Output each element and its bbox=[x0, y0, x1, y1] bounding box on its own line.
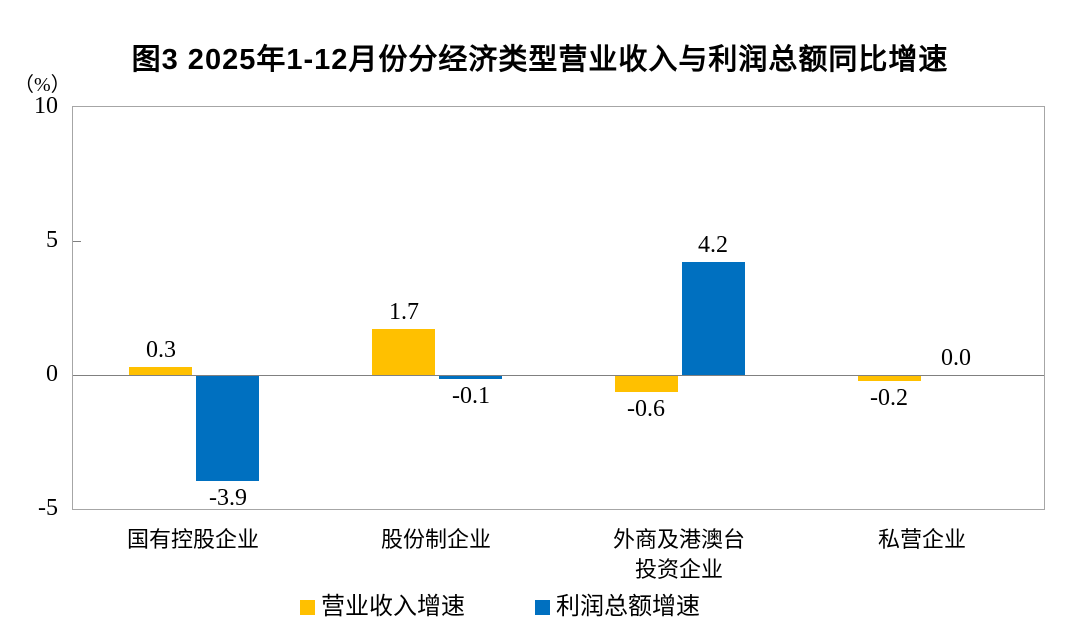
legend-swatch-icon bbox=[300, 599, 315, 615]
bar-profit bbox=[196, 376, 259, 481]
value-label: -0.6 bbox=[627, 396, 665, 422]
bar-profit bbox=[682, 262, 745, 375]
legend-label: 营业收入增速 bbox=[321, 594, 465, 620]
bar-revenue bbox=[858, 376, 921, 381]
y-tick-label: -5 bbox=[38, 495, 58, 521]
plot-area: 0.3 1.7 -0.6 -0.2 -3.9 -0.1 4.2 0.0 bbox=[72, 106, 1045, 511]
bar-revenue bbox=[615, 376, 678, 392]
value-label: -3.9 bbox=[209, 485, 247, 511]
legend-label: 利润总额增速 bbox=[556, 594, 700, 620]
bar-profit bbox=[439, 376, 502, 379]
category-label: 国有控股企业 bbox=[126, 527, 259, 552]
y-tick-label: 0 bbox=[46, 361, 58, 387]
chart-title: 图3 2025年1-12月份分经济类型营业收入与利润总额同比增速 bbox=[131, 44, 949, 76]
bar-revenue bbox=[129, 367, 192, 375]
zero-axis-line bbox=[73, 375, 1044, 376]
value-label: 1.7 bbox=[389, 299, 419, 325]
legend-item: 利润总额增速 bbox=[535, 594, 700, 620]
y-axis-unit-label: （%） bbox=[14, 74, 71, 96]
legend-swatch-icon bbox=[535, 599, 550, 615]
legend-item: 营业收入增速 bbox=[300, 594, 465, 620]
y-axis-tick bbox=[73, 241, 81, 242]
category-label: 外商及港澳台 投资企业 bbox=[612, 527, 745, 582]
category-label: 私营企业 bbox=[877, 527, 966, 552]
value-label: 0.3 bbox=[146, 337, 176, 363]
y-tick-label: 5 bbox=[46, 227, 58, 253]
value-label: -0.2 bbox=[870, 385, 908, 411]
bar-revenue bbox=[372, 329, 435, 375]
legend: 营业收入增速 利润总额增速 bbox=[0, 594, 1000, 620]
value-label: 4.2 bbox=[698, 232, 728, 258]
value-label: -0.1 bbox=[452, 383, 490, 409]
category-label: 股份制企业 bbox=[380, 527, 491, 552]
value-label: 0.0 bbox=[941, 345, 971, 371]
y-tick-label: 10 bbox=[34, 93, 58, 119]
